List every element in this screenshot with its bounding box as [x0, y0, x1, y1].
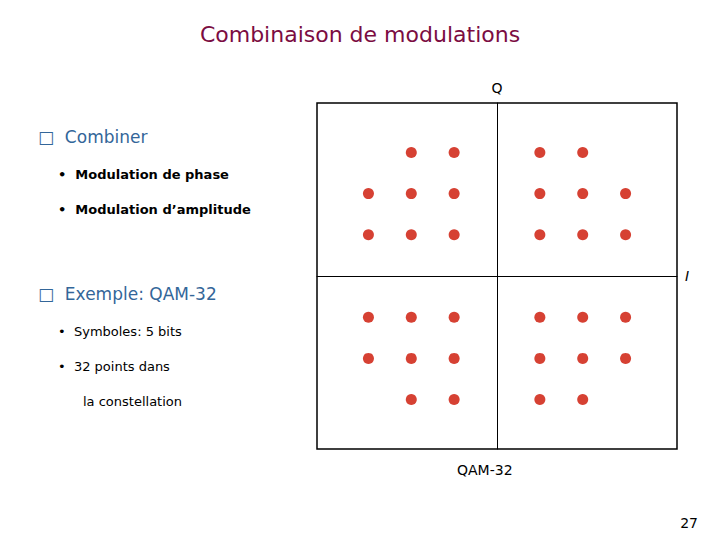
svg-text:I: I	[685, 268, 689, 284]
svg-text:Combinaison de modulations: Combinaison de modulations	[200, 22, 520, 47]
svg-text:□ Exemple: QAM-32: □ Exemple: QAM-32	[38, 284, 217, 304]
svg-text:• Modulation d’amplitude: • Modulation d’amplitude	[58, 202, 251, 217]
svg-text:QAM-32: QAM-32	[457, 462, 513, 478]
svg-text:□ Combiner: □ Combiner	[38, 127, 147, 147]
svg-text:• Symboles: 5 bits: • Symboles: 5 bits	[58, 324, 182, 339]
svg-text:• Modulation de phase: • Modulation de phase	[58, 167, 229, 182]
svg-text:27: 27	[680, 515, 698, 531]
svg-text:• 32 points dans: • 32 points dans	[58, 359, 170, 374]
svg-text:Q: Q	[491, 80, 502, 96]
svg-text:la constellation: la constellation	[83, 394, 182, 409]
